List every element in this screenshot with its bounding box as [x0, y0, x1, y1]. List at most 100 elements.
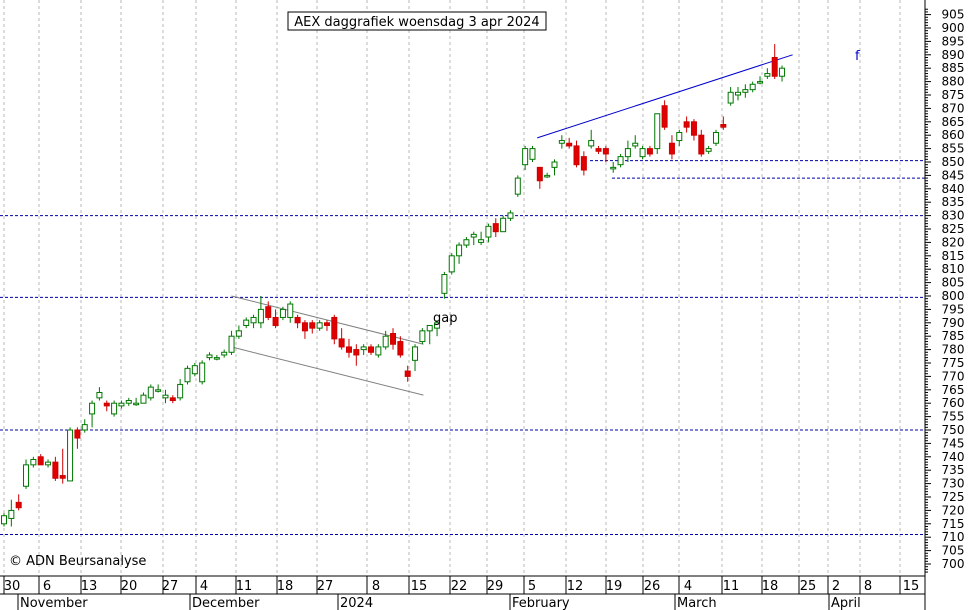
- candle-body: [243, 319, 250, 326]
- candle-body: [294, 316, 301, 324]
- y-tick-label: 860: [942, 128, 965, 142]
- y-tick-label: 845: [942, 168, 965, 182]
- y-tick-label: 745: [942, 436, 965, 450]
- candle-body: [646, 148, 653, 155]
- candle: [690, 119, 697, 141]
- candle: [764, 68, 771, 79]
- candle: [1, 513, 7, 527]
- candle-body: [661, 105, 668, 128]
- candle-body: [177, 383, 184, 399]
- candle: [661, 100, 668, 130]
- candle: [668, 135, 675, 160]
- candle: [639, 145, 646, 160]
- x-day-label: 15: [903, 579, 920, 594]
- y-tick-label: 755: [942, 410, 965, 424]
- y-tick-label: 850: [942, 155, 965, 169]
- candle: [206, 352, 213, 361]
- candle-body: [434, 322, 441, 329]
- candle: [404, 365, 411, 382]
- candle: [279, 306, 286, 321]
- candle: [45, 459, 52, 468]
- candle: [522, 145, 529, 171]
- candle: [448, 253, 455, 275]
- candle: [140, 392, 147, 404]
- candle: [309, 320, 316, 334]
- candle: [558, 135, 565, 149]
- candle: [353, 344, 360, 366]
- candle: [500, 215, 507, 233]
- candle: [235, 325, 242, 339]
- candle-body: [111, 402, 118, 415]
- y-tick-label: 815: [942, 249, 965, 263]
- candle-body: [279, 308, 286, 318]
- candle: [441, 271, 448, 299]
- candle-body: [221, 351, 228, 356]
- x-day-label: 20: [121, 579, 138, 594]
- candle: [757, 76, 764, 85]
- candle-body: [375, 346, 382, 356]
- candle: [456, 242, 463, 264]
- candle-body: [257, 308, 264, 324]
- candle: [52, 456, 59, 481]
- candle: [338, 328, 345, 350]
- candle-body: [720, 123, 727, 128]
- candle-body: [397, 341, 404, 356]
- x-day-label: 27: [162, 579, 179, 594]
- x-day-label: 11: [236, 579, 253, 594]
- candle: [177, 379, 184, 401]
- x-day-label: 13: [81, 579, 98, 594]
- candle-body: [779, 67, 786, 77]
- candle: [118, 400, 125, 409]
- y-tick-label: 725: [942, 490, 965, 504]
- candle: [331, 314, 338, 345]
- candle-body: [15, 501, 22, 509]
- x-month-label: March: [677, 596, 717, 610]
- y-tick-label: 760: [942, 396, 965, 410]
- candle-body: [301, 322, 308, 332]
- candle: [727, 86, 734, 106]
- candle: [345, 338, 352, 358]
- candle: [67, 427, 74, 482]
- candle: [81, 419, 88, 433]
- y-tick-label: 800: [942, 289, 965, 303]
- support-resistance-levels: [0, 160, 925, 536]
- candle-body: [368, 346, 374, 353]
- candle: [485, 223, 492, 243]
- candle-body: [235, 330, 242, 337]
- y-tick-label: 795: [942, 302, 965, 316]
- candle: [712, 129, 719, 146]
- y-tick-label: 710: [942, 530, 965, 544]
- candle-body: [309, 322, 316, 329]
- x-day-label: 29: [487, 579, 504, 594]
- candle-body: [338, 338, 345, 348]
- candle-body: [272, 316, 279, 326]
- y-tick-label: 700: [942, 557, 965, 571]
- channel-line: [537, 54, 793, 139]
- candle: [419, 328, 426, 345]
- y-tick-label: 790: [942, 316, 965, 330]
- candle-body: [441, 274, 448, 294]
- candle: [588, 129, 595, 149]
- y-axis-ticks: 7007057107157207257307357407457507557607…: [925, 8, 965, 573]
- candle: [323, 320, 330, 331]
- candle: [8, 499, 15, 527]
- candle: [536, 166, 543, 189]
- candle-body: [390, 333, 397, 345]
- candle-body: [265, 306, 272, 318]
- candle-body: [698, 134, 705, 155]
- candle-body: [742, 89, 749, 93]
- candle: [15, 494, 22, 511]
- candle-body: [426, 324, 433, 332]
- candle: [162, 389, 169, 404]
- candle: [632, 135, 639, 149]
- candle-body: [478, 239, 485, 243]
- candle: [265, 301, 272, 321]
- x-day-label: 18: [762, 579, 779, 594]
- candle: [434, 320, 441, 337]
- candle: [705, 145, 712, 154]
- candle: [360, 344, 367, 355]
- candle-body: [529, 148, 536, 160]
- x-day-label: 2: [832, 579, 840, 594]
- x-day-label: 27: [317, 579, 334, 594]
